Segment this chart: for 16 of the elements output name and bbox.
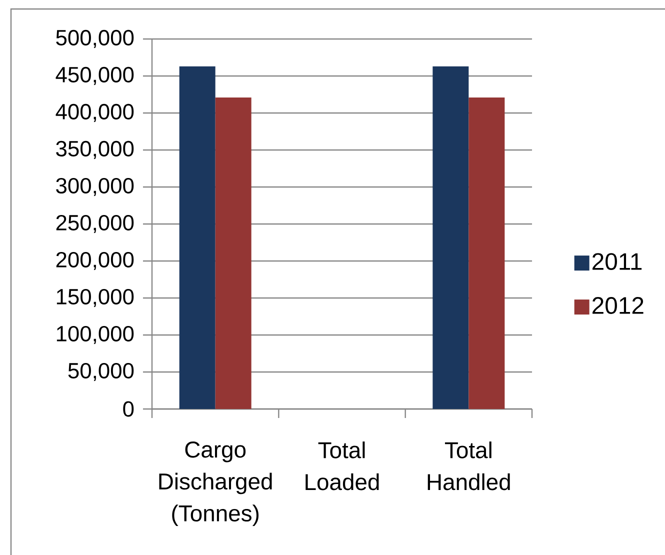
y-tick-label: 150,000 [56,288,134,308]
y-tick-label: 200,000 [56,252,134,270]
y-tick-label: 450,000 [56,66,134,86]
legend-label: 2011 [592,253,642,270]
y-tick-label: 400,000 [56,104,134,122]
y-tick-label: 50,000 [68,362,134,382]
y-tick-label: 500,000 [56,30,134,48]
x-tick-label: Total Loaded [306,442,379,490]
y-tick-label: 250,000 [56,214,134,234]
y-tick-label: 350,000 [56,140,134,160]
y-tick-label: 300,000 [56,178,134,196]
legend-label: 2012 [592,297,644,314]
x-tick-label: Cargo Discharged (Tonnes) [159,442,272,526]
x-tick-label: Total Handled [428,442,510,490]
y-tick-label: 100,000 [56,326,134,344]
y-tick-label: 0 [123,401,134,417]
